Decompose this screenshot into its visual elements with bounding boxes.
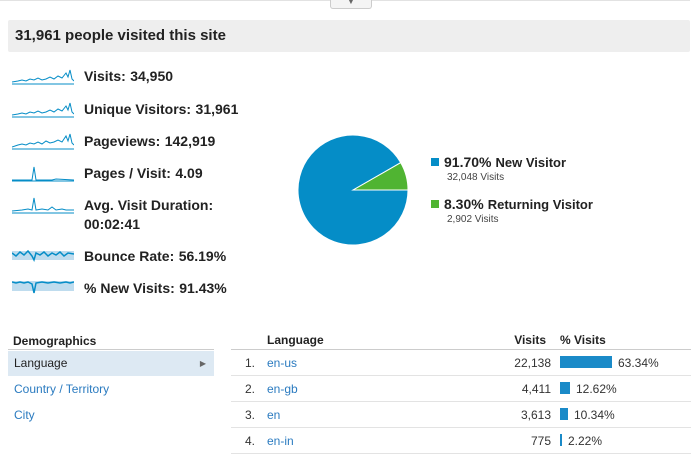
metric-label: % New Visits:	[84, 280, 175, 296]
chevron-right-icon: ▶	[199, 359, 206, 368]
percent-bar	[560, 356, 612, 368]
metric-label: Pages / Visit:	[84, 165, 171, 181]
sparkline-icon[interactable]	[12, 196, 74, 214]
row-index: 1.	[244, 356, 255, 370]
legend-percent: 91.70%	[444, 154, 492, 170]
percent-value: 10.34%	[574, 408, 615, 422]
demographics-item-label: Country / Territory	[14, 382, 110, 396]
visitor-type-pie-chart[interactable]	[296, 133, 410, 247]
legend-visits: 32,048 Visits	[447, 172, 505, 183]
metric-label: Visits:	[84, 68, 126, 84]
column-header-pct-visits[interactable]: % Visits	[560, 333, 606, 347]
language-link[interactable]: en-us	[267, 356, 298, 370]
demographics-item-country[interactable]: Country / Territory	[8, 377, 214, 402]
row-index: 4.	[244, 434, 255, 448]
sparkline-icon[interactable]	[12, 247, 74, 265]
percent-value: 63.34%	[618, 356, 659, 370]
pie-slice-new-visitor[interactable]	[297, 134, 409, 246]
page-title: 31,961 people visited this site	[15, 27, 226, 44]
metric-label: Pageviews:	[84, 133, 161, 149]
visits-value: 4,411	[521, 382, 551, 396]
metric-new-visits: % New Visits: 91.43%	[12, 278, 227, 298]
metric-visits: Visits: 34,950	[12, 66, 173, 86]
sparkline-icon[interactable]	[12, 100, 74, 118]
demographics-title: Demographics	[13, 334, 97, 348]
collapse-toggle[interactable]: ▼	[330, 0, 372, 9]
metric-value: 34,950	[130, 68, 174, 84]
legend-returning-visitor: 8.30% Returning Visitor 2,902 Visits	[431, 196, 593, 225]
metric-value: 142,919	[164, 133, 216, 149]
metric-unique-visitors: Unique Visitors: 31,961	[12, 99, 238, 119]
legend-new-visitor: 91.70% New Visitor 32,048 Visits	[431, 154, 566, 183]
column-header-visits[interactable]: Visits	[514, 333, 546, 347]
sparkline-icon[interactable]	[12, 132, 74, 150]
metric-label: Unique Visitors:	[84, 101, 192, 117]
column-header-language[interactable]: Language	[267, 333, 324, 347]
metric-value: 4.09	[175, 165, 203, 181]
visits-value: 22,138	[514, 356, 551, 370]
metric-label: Avg. Visit Duration:	[84, 197, 214, 213]
language-table: Language Visits % Visits 1. en-us 22,138 63…	[231, 332, 691, 454]
chevron-down-icon: ▼	[347, 0, 355, 6]
legend-name: Returning Visitor	[487, 196, 593, 212]
metric-value: 91.43%	[179, 280, 227, 296]
row-index: 2.	[244, 382, 255, 396]
language-link[interactable]: en-gb	[267, 382, 298, 396]
divider	[8, 349, 214, 350]
legend-name: New Visitor	[495, 154, 567, 170]
visits-value: 775	[530, 434, 551, 448]
table-row: 2. en-gb 4,411 12.62%	[231, 376, 691, 402]
legend-visits: 2,902 Visits	[447, 214, 499, 225]
legend-swatch	[431, 158, 439, 166]
metric-value: 31,961	[195, 101, 239, 117]
demographics-item-label: City	[14, 408, 35, 422]
table-header: Language Visits % Visits	[231, 332, 691, 350]
metric-pageviews: Pageviews: 142,919	[12, 131, 215, 151]
percent-bar	[560, 382, 570, 394]
row-index: 3.	[244, 408, 255, 422]
metric-bounce-rate: Bounce Rate: 56.19%	[12, 246, 226, 266]
demographics-item-label: Language	[14, 356, 68, 370]
metric-label: Bounce Rate:	[84, 248, 175, 264]
demographics-item-city[interactable]: City	[8, 403, 214, 428]
table-row: 3. en 3,613 10.34%	[231, 402, 691, 428]
legend-swatch	[431, 200, 439, 208]
percent-value: 12.62%	[576, 382, 617, 396]
percent-bar	[560, 408, 568, 420]
legend-percent: 8.30%	[444, 196, 484, 212]
sparkline-icon[interactable]	[12, 67, 74, 85]
percent-bar	[560, 434, 562, 446]
demographics-item-language[interactable]: Language ▶	[8, 351, 214, 376]
sparkline-icon[interactable]	[12, 279, 74, 297]
metric-value: 00:02:41	[84, 216, 141, 232]
table-row: 4. en-in 775 2.22%	[231, 428, 691, 454]
summary-header: 31,961 people visited this site	[8, 20, 690, 52]
metric-value: 56.19%	[178, 248, 227, 264]
percent-value: 2.22%	[568, 434, 603, 448]
language-link[interactable]: en-in	[267, 434, 294, 448]
sparkline-icon[interactable]	[12, 164, 74, 182]
visits-value: 3,613	[520, 408, 551, 422]
language-link[interactable]: en	[267, 408, 281, 422]
metric-pages-per-visit: Pages / Visit: 4.09	[12, 163, 203, 183]
table-row: 1. en-us 22,138 63.34%	[231, 350, 691, 376]
